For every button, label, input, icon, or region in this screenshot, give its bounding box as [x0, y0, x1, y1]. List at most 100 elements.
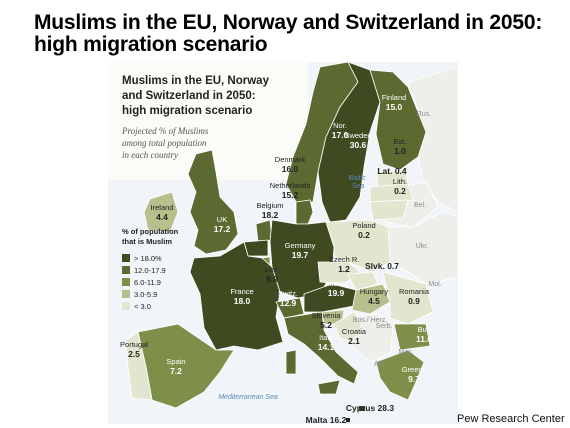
label-albania: Alb. — [374, 361, 386, 368]
country-name-poland: Poland — [352, 221, 375, 230]
country-value-poland: 0.2 — [358, 230, 370, 240]
country-name-austria: Austria — [324, 279, 348, 288]
label-mediterranean-sea: Mediterranean Sea — [218, 394, 278, 401]
country-name-denmark: Denmark — [275, 155, 306, 164]
country-croatia — [333, 311, 363, 343]
page-title: Muslims in the EU, Norway and Switzerlan… — [34, 11, 543, 56]
country-bulgaria — [393, 323, 431, 351]
country-name-spain: Spain — [166, 357, 185, 366]
country-name-romania: Romania — [399, 287, 430, 296]
country-label-malta: Malta 16.2 — [306, 415, 347, 424]
country-value-germany: 19.7 — [292, 250, 309, 260]
europe-map: Muslims in the EU, Norway and Switzerlan… — [108, 62, 458, 424]
country-value-spain: 7.2 — [170, 366, 182, 376]
country-label-lat: Lat. 0.4 — [377, 166, 407, 176]
legend-label: < 3.0 — [134, 302, 151, 311]
country-name-bul: Bul. — [418, 325, 431, 334]
country-name-ireland: Ireland — [151, 203, 174, 212]
legend-swatch — [122, 278, 130, 286]
label-baltic-sea: Baltic Sea — [348, 175, 367, 190]
country-name-netherlands: Netherlands — [270, 181, 311, 190]
country-value-lith: 0.2 — [394, 186, 406, 196]
label-macedonia: Mac. — [398, 349, 413, 356]
country-value-ireland: 4.4 — [156, 212, 168, 222]
country-value-slovenia: 5.2 — [320, 320, 332, 330]
legend-label: 6.0-11.9 — [134, 278, 161, 287]
country-ireland — [143, 191, 179, 233]
country-value-est: 1.0 — [394, 146, 406, 156]
country-sweden — [317, 62, 381, 223]
country-italy-sardinia — [285, 349, 297, 375]
country-denmark — [295, 199, 314, 225]
country-name-germany: Germany — [285, 241, 316, 250]
legend: % of population that is Muslim > 18.0% 12… — [122, 227, 180, 311]
country-name-est: Est. — [394, 137, 407, 146]
country-name-belgium: Belgium — [256, 201, 283, 210]
label-russia: Rus. — [417, 111, 431, 118]
country-germany — [269, 219, 335, 299]
country-value-bul: 11.6 — [416, 334, 432, 344]
country-name-czech-r: Czech R. — [329, 255, 360, 264]
country-value-czech-r: 1.2 — [338, 264, 350, 274]
country-name-lux: Lux. — [265, 265, 279, 274]
country-value-finland: 15.0 — [386, 102, 403, 112]
country-value-romania: 0.9 — [408, 296, 420, 306]
label-serbia: Serb. — [376, 323, 393, 330]
country-hungary — [351, 283, 391, 315]
country-name-sweden: Sweden — [344, 131, 371, 140]
country-value-netherlands: 15.2 — [282, 190, 299, 200]
legend-label: 12.0-17.9 — [134, 266, 166, 275]
country-latvia — [369, 183, 414, 203]
malta-marker — [346, 418, 350, 422]
country-slovakia — [347, 271, 379, 291]
country-name-nor: Nor. — [333, 121, 347, 130]
country-label-cyprus: Cyprus 28.3 — [346, 403, 394, 413]
map-subtitle: Projected % of Muslims among total popul… — [121, 126, 211, 160]
country-name-lith: Lith. — [393, 177, 407, 186]
country-name-france: France — [230, 287, 253, 296]
legend-label: 3.0-5.9 — [134, 290, 157, 299]
country-name-slovenia: Slovenia — [312, 311, 342, 320]
country-netherlands — [255, 219, 273, 243]
country-italy-sicily — [317, 379, 341, 395]
country-value-france: 18.0 — [234, 296, 251, 306]
country-value-uk: 17.2 — [214, 224, 231, 234]
country-value-portugal: 2.5 — [128, 349, 140, 359]
country-lithuania — [369, 199, 409, 221]
country-finland — [369, 69, 427, 171]
non-data-labels: Rus. Bel. Ukr. Mol. Bos./ Herz. Serb. Ma… — [353, 111, 442, 368]
country-italy — [283, 311, 359, 385]
source-credit: Pew Research Center — [457, 413, 565, 425]
country-greece — [375, 349, 425, 401]
country-value-austria: 19.9 — [328, 288, 345, 298]
country-value-italy: 14.1 — [318, 342, 335, 352]
country-label-slvk: Slvk. 0.7 — [365, 261, 399, 271]
country-value-sweden: 30.6 — [350, 140, 367, 150]
country-value-belgium: 18.2 — [262, 210, 279, 220]
legend-swatch — [122, 302, 130, 310]
country-value-denmark: 16.0 — [282, 164, 299, 174]
label-moldova: Mol. — [428, 281, 441, 288]
label-belarus: Bel. — [414, 202, 426, 209]
country-value-switz: 12.9 — [280, 298, 297, 308]
legend-title: % of population that is Muslim — [122, 227, 180, 246]
country-value-greece: 9.7 — [408, 374, 420, 384]
country-name-portugal: Portugal — [120, 340, 148, 349]
country-name-hungary: Hungary — [360, 287, 389, 296]
country-france — [189, 241, 284, 351]
country-name-greece: Greece — [402, 365, 427, 374]
country-value-croatia: 2.1 — [348, 336, 360, 346]
country-name-finland: Finland — [382, 93, 407, 102]
map-title: Muslims in the EU, Norway and Switzerlan… — [122, 75, 272, 117]
legend-swatch — [122, 254, 130, 262]
country-uk — [187, 149, 239, 255]
country-name-italy: Italy — [319, 333, 333, 342]
country-name-switz: Switz. — [278, 289, 298, 298]
country-ukraine — [387, 211, 458, 285]
country-name-croatia: Croatia — [342, 327, 367, 336]
country-name-uk: UK — [217, 215, 227, 224]
country-value-lux: 9.9 — [266, 274, 278, 284]
legend-swatch — [122, 266, 130, 274]
label-bosnia: Bos./ Herz. — [353, 317, 388, 324]
